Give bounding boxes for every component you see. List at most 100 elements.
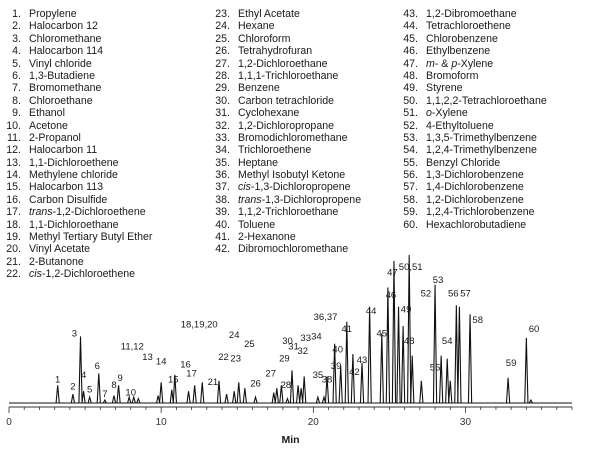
legend-number: 40. xyxy=(215,218,230,231)
legend-number: 18. xyxy=(6,218,21,231)
peak-label: 58 xyxy=(472,315,483,326)
legend-compound: Halocarbon 11 xyxy=(29,144,98,157)
legend-compound: cis-1,3-Dichloropropene xyxy=(238,181,351,194)
legend-compound: Benzene xyxy=(238,82,280,95)
peak-label: 5 xyxy=(87,385,92,396)
chromatogram-peak xyxy=(236,382,241,404)
legend-item: 49. Styrene xyxy=(399,82,547,94)
legend-compound: 1,1-Dichloroethene xyxy=(29,156,119,169)
legend-compound: trans-1,3-Dichloropropene xyxy=(238,193,362,206)
peak-label: 1 xyxy=(55,374,60,385)
legend-item: 28. 1,1,1-Trichloroethane xyxy=(211,70,361,82)
legend-compound: Cyclohexane xyxy=(238,107,300,120)
peak-label: 8 xyxy=(111,380,116,391)
legend-compound: Ethanol xyxy=(29,107,65,120)
legend-item: 42. Dibromochloromethane xyxy=(211,243,361,255)
legend-item: 40. Toluene xyxy=(211,219,361,231)
legend-item: 55. Benzyl Chloride xyxy=(399,157,547,169)
legend-number: 9. xyxy=(12,107,21,120)
chromatogram-peak xyxy=(224,394,229,404)
legend-number: 47. xyxy=(403,57,418,70)
legend-compound: Tetrahydrofuran xyxy=(238,45,313,58)
legend-compound: Propylene xyxy=(29,8,77,20)
legend-item: 46. Ethylbenzene xyxy=(399,45,547,57)
legend-item: 39. 1,1,2-Trichloroethane xyxy=(211,206,361,218)
legend-item: 52. 4-Ethyltoluene xyxy=(399,120,547,132)
legend-compound: Halocarbon 113 xyxy=(29,181,104,194)
chromatogram-peak xyxy=(96,373,101,404)
legend-item: 25. Chloroform xyxy=(211,33,361,45)
legend-item: 16. Carbon Disulfide xyxy=(2,194,152,206)
legend-number: 23. xyxy=(215,8,230,20)
legend-compound: Chloroform xyxy=(238,32,291,45)
legend-number: 25. xyxy=(215,32,230,45)
chromatogram-peak xyxy=(344,321,349,404)
chromatogram-peak xyxy=(78,336,83,404)
legend-number: 37. xyxy=(215,181,230,194)
legend-number: 1. xyxy=(12,8,21,20)
legend-number: 22. xyxy=(6,268,21,281)
chromatogram-peak xyxy=(457,306,462,404)
chromatogram-peak xyxy=(467,314,473,404)
legend-item: 9. Ethanol xyxy=(2,107,152,119)
chromatogram-peak xyxy=(169,389,174,404)
legend-number: 12. xyxy=(6,144,21,157)
peak-label: 25 xyxy=(244,339,255,350)
legend-item: 47. m- & p-Xylene xyxy=(399,58,547,70)
chromatogram-peak xyxy=(350,354,356,404)
legend-item: 53. 1,3,5-Trimethylbenzene xyxy=(399,132,547,144)
legend-number: 48. xyxy=(403,69,418,82)
legend-compound: Methyl Isobutyl Ketone xyxy=(238,169,346,182)
chromatogram-peak xyxy=(295,385,301,404)
legend-number: 35. xyxy=(215,156,230,169)
peak-label: 21 xyxy=(208,377,219,388)
legend-number: 45. xyxy=(403,32,418,45)
peak-label: 33 xyxy=(300,333,311,344)
chromatogram-peak xyxy=(116,385,121,404)
chromatogram-peak xyxy=(200,382,205,404)
chromatogram-peak xyxy=(253,394,258,404)
legend-number: 5. xyxy=(12,57,21,70)
legend-item: 8. Chloroethane xyxy=(2,95,152,107)
legend-compound: Trichloroethene xyxy=(238,144,312,157)
legend-compound: Chloromethane xyxy=(29,32,102,45)
legend-item: 54. 1,2,4-Trimethylbenzene xyxy=(399,144,547,156)
legend-compound: Hexane xyxy=(238,20,275,33)
legend-compound: Vinyl Acetate xyxy=(29,243,91,256)
chromatogram-peak xyxy=(315,394,321,404)
chromatogram-peak xyxy=(172,374,178,404)
chromatogram-peak xyxy=(367,306,372,404)
peak-label: 11,12 xyxy=(121,342,144,353)
legend-item: 11. 2-Propanol xyxy=(2,132,152,144)
legend-compound: 1,2,4-Trichlorobenzene xyxy=(426,206,535,219)
x-axis-label: Min xyxy=(281,434,299,446)
chromatogram-peak xyxy=(324,376,330,404)
peak-label: 31 xyxy=(288,342,299,353)
legend-item: 5. Vinyl chloride xyxy=(2,58,152,70)
peak-label: 4 xyxy=(81,370,86,381)
chromatogram-peak xyxy=(410,355,415,404)
legend-column-3: 43. 1,2-Dibromoethane 44. Tetrachloroethene… xyxy=(399,8,547,231)
chromatogram-peak xyxy=(271,392,276,404)
legend-compound: 1,3-Dichlorobenzene xyxy=(426,169,524,182)
peak-label: 14 xyxy=(156,357,167,368)
chromatogram-peak xyxy=(505,377,511,404)
chromatogram-peak xyxy=(232,391,237,404)
legend-compound: 4-Ethyltoluene xyxy=(426,119,494,132)
chromatogram-peak xyxy=(127,394,132,404)
legend-item: 36. Methyl Isobutyl Ketone xyxy=(211,169,361,181)
legend-number: 39. xyxy=(215,206,230,219)
peak-label: 36,37 xyxy=(314,312,338,323)
legend-compound: 1,1,1-Trichloroethane xyxy=(238,69,339,82)
legend-number: 15. xyxy=(6,181,21,194)
chromatogram-peak xyxy=(379,333,384,404)
chromatogram-peak xyxy=(216,380,222,404)
x-tick-label: 30 xyxy=(460,417,472,428)
legend-compound: cis-1,2-Dichloroethene xyxy=(29,268,135,281)
peak-label: 49 xyxy=(401,305,412,316)
chromatogram-peak xyxy=(391,260,397,404)
legend-item: 7. Bromomethane xyxy=(2,82,152,94)
peak-label: 55 xyxy=(430,362,441,373)
legend-number: 8. xyxy=(12,94,21,107)
peak-label: 10 xyxy=(125,388,136,399)
